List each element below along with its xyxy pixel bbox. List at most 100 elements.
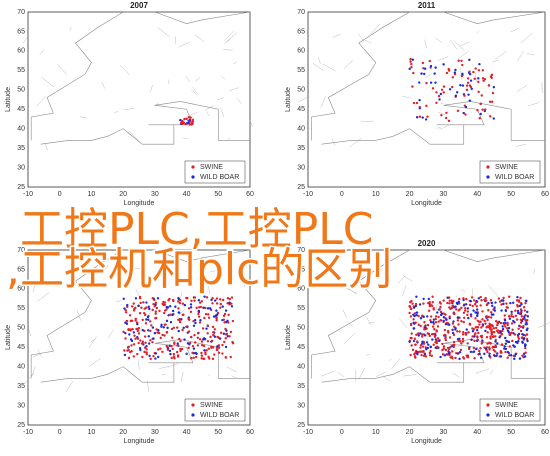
swine-dot bbox=[216, 302, 218, 304]
wild-boar-dot bbox=[139, 349, 141, 351]
swine-dot bbox=[176, 326, 178, 328]
swine-dot bbox=[435, 321, 437, 323]
swine-dot bbox=[146, 353, 148, 355]
swine-dot bbox=[435, 102, 437, 104]
swine-dot bbox=[216, 336, 218, 338]
x-tick-label: 10 bbox=[88, 191, 96, 198]
swine-dot bbox=[130, 350, 132, 352]
wild-boar-dot bbox=[503, 347, 505, 349]
wild-boar-dot bbox=[462, 299, 464, 301]
swine-dot bbox=[436, 330, 438, 332]
wild-boar-dot bbox=[476, 315, 478, 317]
swine-dot bbox=[141, 342, 143, 344]
swine-dot bbox=[414, 338, 416, 340]
swine-dot bbox=[474, 78, 476, 80]
swine-dot bbox=[443, 334, 445, 336]
swine-dot bbox=[201, 355, 203, 357]
swine-dot bbox=[445, 349, 447, 351]
swine-dot bbox=[182, 302, 184, 304]
swine-dot bbox=[473, 347, 475, 349]
swine-dot bbox=[412, 72, 414, 74]
y-tick-label: 30 bbox=[297, 402, 305, 409]
swine-dot bbox=[519, 297, 521, 299]
swine-dot bbox=[510, 332, 512, 334]
x-tick-label: 50 bbox=[507, 429, 515, 436]
wild-boar-dot bbox=[505, 343, 507, 345]
y-tick-label: 40 bbox=[297, 126, 305, 133]
swine-dot bbox=[409, 58, 411, 60]
swine-dot bbox=[491, 331, 493, 333]
swine-dot bbox=[476, 305, 478, 307]
swine-dot bbox=[225, 356, 227, 358]
swine-dot bbox=[439, 308, 441, 310]
wild-boar-dot bbox=[500, 309, 502, 311]
swine-dot bbox=[462, 356, 464, 358]
swine-dot bbox=[457, 110, 459, 112]
swine-dot bbox=[230, 356, 232, 358]
swine-dot bbox=[157, 348, 159, 350]
y-tick-label: 30 bbox=[297, 164, 305, 171]
swine-dot bbox=[124, 309, 126, 311]
swine-dot bbox=[460, 307, 462, 309]
wild-boar-dot bbox=[202, 307, 204, 309]
legend-label: WILD BOAR bbox=[200, 412, 239, 419]
wild-boar-dot bbox=[160, 324, 162, 326]
wild-boar-dot bbox=[475, 348, 477, 350]
wild-boar-dot bbox=[516, 342, 518, 344]
swine-dot bbox=[221, 352, 223, 354]
swine-dot bbox=[483, 320, 485, 322]
wild-boar-dot bbox=[194, 322, 196, 324]
swine-dot bbox=[192, 357, 194, 359]
x-tick-label: 20 bbox=[406, 191, 414, 198]
swine-dot bbox=[223, 315, 225, 317]
swine-dot bbox=[193, 299, 195, 301]
wild-boar-dot bbox=[469, 73, 471, 75]
swine-dot bbox=[227, 321, 229, 323]
wild-boar-dot bbox=[123, 298, 125, 300]
wild-boar-dot bbox=[145, 345, 147, 347]
swine-dot bbox=[137, 337, 139, 339]
swine-dot bbox=[145, 322, 147, 324]
swine-dot bbox=[417, 315, 419, 317]
swine-dot bbox=[197, 337, 199, 339]
swine-dot bbox=[451, 357, 453, 359]
wild-boar-dot bbox=[148, 308, 150, 310]
swine-dot bbox=[410, 315, 412, 317]
swine-dot bbox=[468, 348, 470, 350]
wild-boar-dot bbox=[488, 352, 490, 354]
y-tick-label: 60 bbox=[297, 48, 305, 55]
y-tick-label: 55 bbox=[17, 305, 25, 312]
wild-boar-dot bbox=[498, 336, 500, 338]
swine-dot bbox=[220, 332, 222, 334]
swine-dot bbox=[498, 297, 500, 299]
swine-dot bbox=[222, 299, 224, 301]
swine-dot bbox=[521, 336, 523, 338]
swine-dot bbox=[452, 322, 454, 324]
swine-dot bbox=[481, 310, 483, 312]
wild-boar-dot bbox=[488, 355, 490, 357]
swine-dot bbox=[427, 332, 429, 334]
swine-dot bbox=[425, 82, 427, 84]
swine-dot bbox=[435, 91, 437, 93]
swine-dot bbox=[444, 313, 446, 315]
swine-dot bbox=[223, 318, 225, 320]
x-tick-label: -10 bbox=[303, 429, 313, 436]
swine-dot bbox=[511, 322, 513, 324]
wild-boar-dot bbox=[225, 309, 227, 311]
wild-boar-dot bbox=[219, 337, 221, 339]
swine-dot bbox=[469, 323, 471, 325]
swine-dot bbox=[225, 333, 227, 335]
x-tick-label: 30 bbox=[151, 191, 159, 198]
y-tick-label: 45 bbox=[297, 106, 305, 113]
swine-dot bbox=[229, 298, 231, 300]
swine-dot bbox=[503, 323, 505, 325]
wild-boar-dot bbox=[514, 353, 516, 355]
wild-boar-dot bbox=[433, 72, 435, 74]
swine-dot bbox=[463, 95, 465, 97]
wild-boar-dot bbox=[203, 349, 205, 351]
swine-dot bbox=[192, 120, 194, 122]
swine-dot bbox=[460, 349, 462, 351]
wild-boar-dot bbox=[187, 342, 189, 344]
swine-dot bbox=[214, 328, 216, 330]
swine-dot bbox=[445, 112, 447, 114]
